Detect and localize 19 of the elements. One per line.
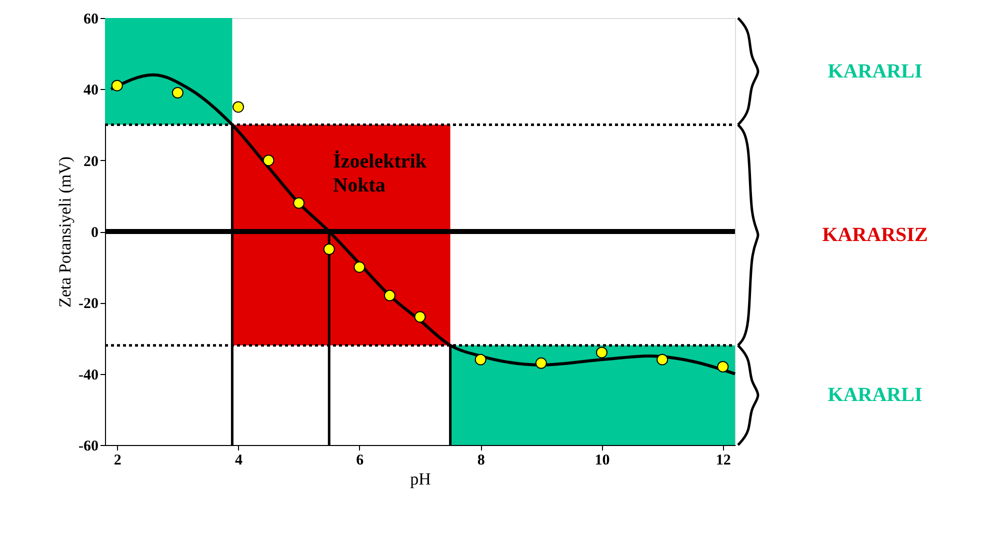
y-tick-label: -60 — [78, 438, 98, 454]
band-label: KARARLI — [828, 384, 922, 406]
x-tick-label: 10 — [594, 452, 610, 468]
x-tick-label: 4 — [235, 452, 244, 468]
y-axis-title: Zeta Potansiyeli (mV) — [56, 156, 75, 308]
y-tick-label: -20 — [78, 296, 98, 312]
band-label: KARARLI — [828, 60, 922, 82]
y-tick-label: 60 — [84, 12, 98, 28]
y-tick-label: 40 — [84, 82, 98, 99]
y-tick-label: 0 — [91, 225, 98, 241]
band-label: KARARSIZ — [822, 224, 928, 246]
x-tick-label: 8 — [477, 452, 485, 468]
x-tick-label: 2 — [114, 452, 122, 468]
x-tick-label: 6 — [356, 452, 364, 468]
x-axis-title: pH — [410, 470, 431, 488]
y-tick-label: -40 — [78, 367, 98, 384]
y-tick-label: 20 — [84, 154, 98, 170]
x-tick-label: 12 — [716, 452, 731, 468]
annotation: İzoelektrik Nokta — [333, 150, 428, 196]
